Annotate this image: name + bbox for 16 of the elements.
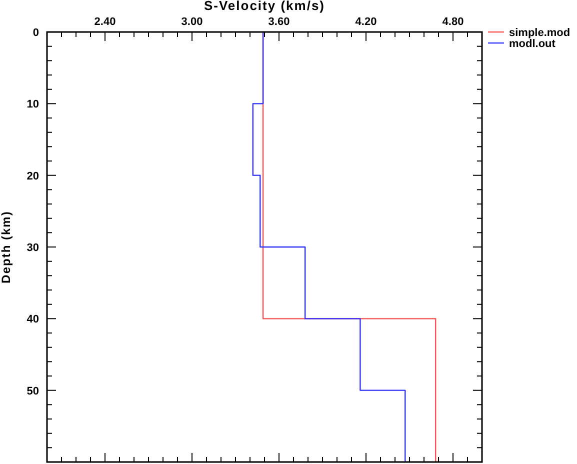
legend-label: simple.mod xyxy=(509,27,570,39)
x-tick-label: 3.60 xyxy=(268,16,290,28)
y-tick-label: 30 xyxy=(26,242,39,254)
x-tick-label: 4.20 xyxy=(355,16,377,28)
line-series xyxy=(252,31,406,463)
y-tick-label: 20 xyxy=(26,170,39,182)
y-tick-label: 0 xyxy=(32,27,39,39)
y-tick-label: 40 xyxy=(26,314,39,326)
x-tick-label: 3.00 xyxy=(181,16,203,28)
y-tick-label: 10 xyxy=(26,98,39,111)
x-tick-label: 4.80 xyxy=(442,16,464,28)
legend-label: modl.out xyxy=(509,38,556,50)
x-tick-label: 2.40 xyxy=(94,16,116,28)
y-tick-label: 50 xyxy=(26,385,39,398)
y-axis-title: Depth (km) xyxy=(0,210,13,284)
x-axis-title: S-Velocity (km/s) xyxy=(204,0,326,13)
